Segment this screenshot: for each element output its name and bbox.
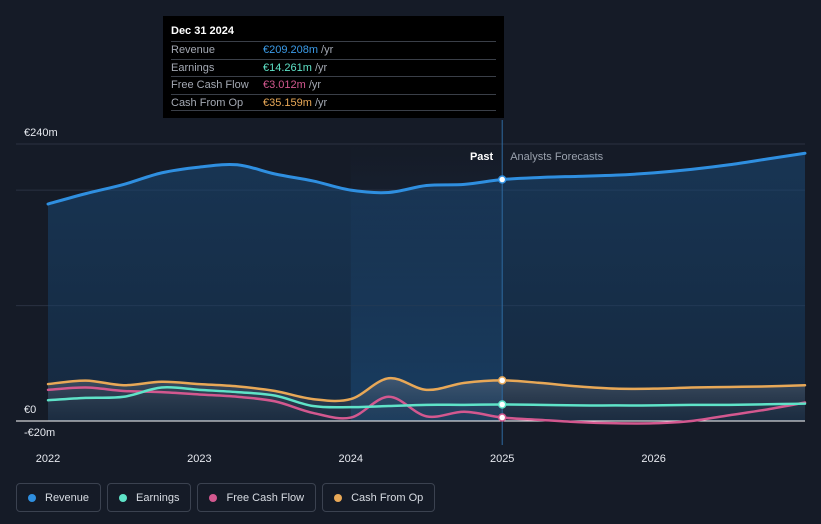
legend-label: Earnings — [136, 491, 180, 504]
free-cash-flow-line-marker — [497, 413, 507, 422]
legend-label: Free Cash Flow — [226, 491, 305, 504]
tooltip-label: Cash From Op — [171, 96, 244, 109]
legend-item-cash-from-op[interactable]: Cash From Op — [322, 483, 436, 512]
y-tick-label: €0 — [24, 404, 36, 416]
tooltip-label: Free Cash Flow — [171, 79, 249, 91]
earnings-line-marker — [497, 400, 507, 409]
y-tick-label: -€20m — [24, 427, 55, 439]
tooltip-unit: /yr — [321, 44, 334, 56]
tooltip-row-free-cash-flow: Free Cash Flow €3.012m /yr — [171, 76, 496, 94]
forecast-label: Analysts Forecasts — [510, 151, 603, 163]
legend-dot-icon — [119, 493, 128, 502]
x-tick-label: 2022 — [36, 453, 60, 465]
legend-label: Revenue — [45, 491, 90, 504]
tooltip-row-revenue: Revenue €209.208m /yr — [171, 41, 496, 59]
revenue-line-marker — [497, 175, 507, 184]
revenue-area — [48, 153, 805, 421]
tooltip-row-cash-from-op: Cash From Op €35.159m /yr — [171, 93, 496, 111]
cash-from-op-line-marker — [497, 376, 507, 385]
tooltip-unit: /yr — [308, 79, 322, 91]
tooltip-row-earnings: Earnings €14.261m /yr — [171, 58, 496, 77]
tooltip-value: €209.208m — [263, 44, 319, 56]
legend-item-revenue[interactable]: Revenue — [16, 483, 102, 512]
legend-item-earnings[interactable]: Earnings — [107, 483, 192, 512]
legend-dot-icon — [334, 493, 343, 502]
tooltip-unit: /yr — [314, 96, 328, 109]
tooltip-label: Revenue — [171, 44, 216, 56]
tooltip-unit: /yr — [314, 61, 328, 74]
tooltip-value: €14.261m — [263, 61, 312, 74]
past-label: Past — [470, 151, 494, 163]
legend-item-free-cash-flow[interactable]: Free Cash Flow — [197, 483, 317, 512]
legend-label: Cash From Op — [351, 491, 424, 504]
legend-dot-icon — [209, 493, 218, 502]
x-tick-label: 2023 — [187, 453, 211, 465]
free-cash-flow-line — [46, 386, 807, 425]
tooltip-label: Earnings — [171, 61, 215, 74]
y-tick-label: €240m — [24, 127, 58, 139]
tooltip-date: Dec 31 2024 — [171, 25, 234, 37]
x-tick-label: 2024 — [339, 453, 363, 465]
legend-dot-icon — [28, 493, 36, 502]
revenue-line — [46, 151, 807, 206]
data-tooltip: Dec 31 2024 Revenue €209.208m /yr Earnin… — [163, 16, 504, 118]
x-tick-label: 2026 — [641, 453, 665, 465]
earnings-line — [46, 386, 807, 409]
tooltip-value: €3.012m — [263, 79, 306, 91]
x-tick-label: 2025 — [490, 453, 514, 465]
chart-legend: Revenue Earnings Free Cash Flow Cash Fro… — [16, 483, 436, 512]
tooltip-value: €35.159m — [263, 96, 312, 109]
cash-from-op-line — [46, 377, 807, 403]
